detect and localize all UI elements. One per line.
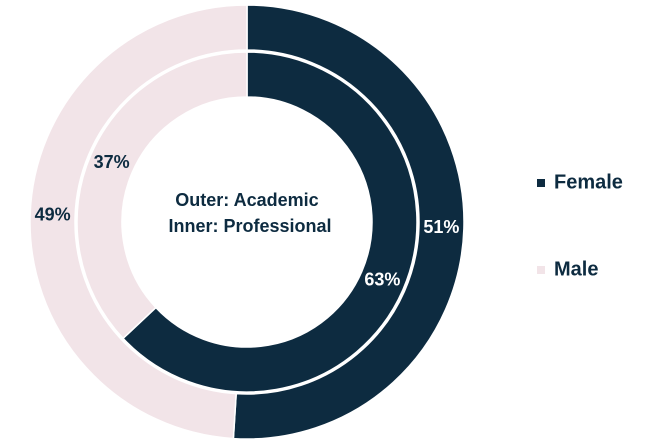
legend-label: Female — [554, 171, 623, 193]
legend-swatch — [537, 179, 545, 187]
annotation: Outer: Academic — [175, 190, 318, 210]
donut-segment — [122, 51, 418, 393]
data-label: 51% — [423, 217, 459, 237]
data-label: 49% — [35, 205, 71, 225]
legend-swatch — [537, 266, 545, 274]
data-label: 63% — [364, 269, 400, 289]
donut-segment — [29, 4, 248, 440]
legend-label: Male — [554, 258, 598, 280]
annotation: Inner: Professional — [168, 216, 331, 236]
donut-segment — [76, 51, 248, 340]
donut-segment — [232, 4, 465, 440]
data-label: 37% — [94, 152, 130, 172]
